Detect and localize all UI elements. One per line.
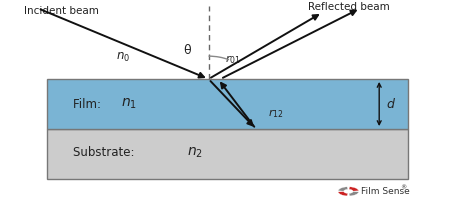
- Text: d: d: [386, 98, 394, 110]
- Text: Film Sense: Film Sense: [361, 187, 410, 196]
- Bar: [47, 79, 408, 129]
- Bar: [47, 129, 408, 179]
- Wedge shape: [349, 192, 359, 196]
- Text: $n_0$: $n_0$: [116, 51, 130, 64]
- Text: Incident beam: Incident beam: [24, 6, 99, 16]
- Wedge shape: [338, 192, 348, 196]
- Text: $r_{12}$: $r_{12}$: [268, 107, 283, 120]
- Text: Film:: Film:: [73, 98, 105, 110]
- Text: ®: ®: [401, 185, 407, 190]
- Text: Reflected beam: Reflected beam: [308, 2, 390, 12]
- Wedge shape: [338, 187, 348, 191]
- Text: θ: θ: [183, 45, 191, 57]
- Text: $n_2$: $n_2$: [187, 146, 203, 160]
- Text: $n_1$: $n_1$: [121, 97, 137, 111]
- Wedge shape: [349, 187, 359, 191]
- Text: $r_{01}$: $r_{01}$: [225, 53, 241, 66]
- Text: Substrate:: Substrate:: [73, 146, 139, 159]
